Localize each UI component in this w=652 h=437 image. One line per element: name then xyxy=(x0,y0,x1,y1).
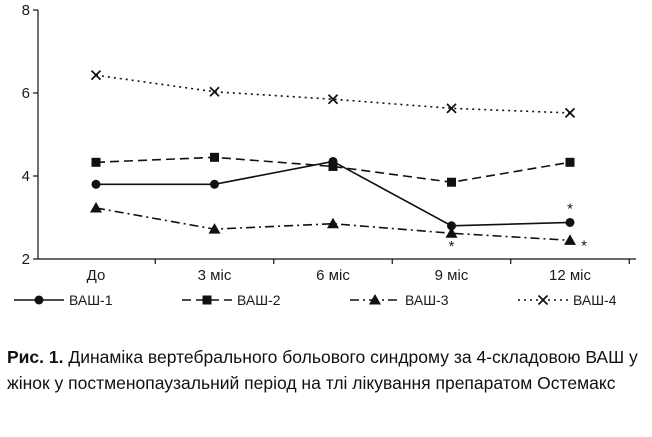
data-point xyxy=(565,217,575,227)
data-point xyxy=(90,201,102,213)
data-point xyxy=(210,179,219,189)
legend-marker xyxy=(537,294,549,306)
legend-item-2: ВАШ-2 xyxy=(182,292,281,308)
data-point-stroke-b xyxy=(209,86,220,97)
figure-caption-label: Рис. 1. xyxy=(7,347,64,367)
y-tick-label: 6 xyxy=(22,85,30,102)
series-3 xyxy=(90,201,576,245)
x-tick-label: 6 міс xyxy=(316,267,350,284)
series-2 xyxy=(91,152,575,187)
legend-item-1: ВАШ-1 xyxy=(14,292,113,308)
data-point xyxy=(445,227,458,238)
data-point xyxy=(91,157,101,167)
series-line xyxy=(96,160,571,227)
y-tick-label: 8 xyxy=(22,2,30,19)
data-point xyxy=(564,107,576,119)
data-point xyxy=(447,221,456,231)
legend-label: ВАШ-4 xyxy=(573,292,617,308)
figure-caption-text: Динаміка вертебрального больового синдро… xyxy=(7,347,638,393)
series-line xyxy=(95,74,571,114)
data-point xyxy=(208,223,221,234)
line-chart: 2 4 6 8 До 3 міс 6 міс 9 міс 12 міс * * * ВАШ-1 ВАШ-2… xyxy=(14,2,636,308)
data-point xyxy=(447,177,456,187)
data-point xyxy=(327,217,339,229)
data-point-stroke-b xyxy=(90,70,102,81)
legend-label: ВАШ-2 xyxy=(237,292,281,308)
x-tick-label: 9 міс xyxy=(435,267,469,284)
legend-label: ВАШ-1 xyxy=(69,292,113,308)
x-tick-label: До xyxy=(87,267,106,284)
data-point-stroke-b xyxy=(446,103,457,114)
significance-asterisk: * xyxy=(449,238,455,255)
y-tick-label: 4 xyxy=(22,168,30,185)
x-tick-label: 3 міс xyxy=(198,267,232,284)
data-point xyxy=(327,94,339,105)
series-line xyxy=(95,156,571,184)
legend-item-4: ВАШ-4 xyxy=(518,292,617,308)
legend-marker-stroke-b xyxy=(537,294,549,306)
data-point-stroke-b xyxy=(564,107,576,119)
series-4 xyxy=(90,70,576,119)
legend-label: ВАШ-3 xyxy=(405,292,449,308)
legend-marker xyxy=(369,294,381,305)
data-point xyxy=(565,157,575,167)
series-line xyxy=(95,207,571,242)
legend-marker xyxy=(34,295,44,305)
figure-caption: Рис. 1. Динаміка вертебрального больовог… xyxy=(7,344,647,396)
x-tick-label: 12 міс xyxy=(549,267,591,284)
significance-asterisk: * xyxy=(581,237,587,254)
legend-item-3: ВАШ-3 xyxy=(350,292,449,308)
data-point xyxy=(564,234,576,245)
y-tick-label: 2 xyxy=(22,251,30,268)
data-point xyxy=(91,179,101,189)
data-point xyxy=(90,70,102,81)
data-point xyxy=(446,103,457,114)
legend-marker xyxy=(202,295,212,305)
significance-asterisk: * xyxy=(567,200,573,217)
data-point xyxy=(328,161,338,171)
data-point xyxy=(210,152,219,162)
data-point xyxy=(209,86,220,97)
data-point-stroke-b xyxy=(327,94,339,105)
